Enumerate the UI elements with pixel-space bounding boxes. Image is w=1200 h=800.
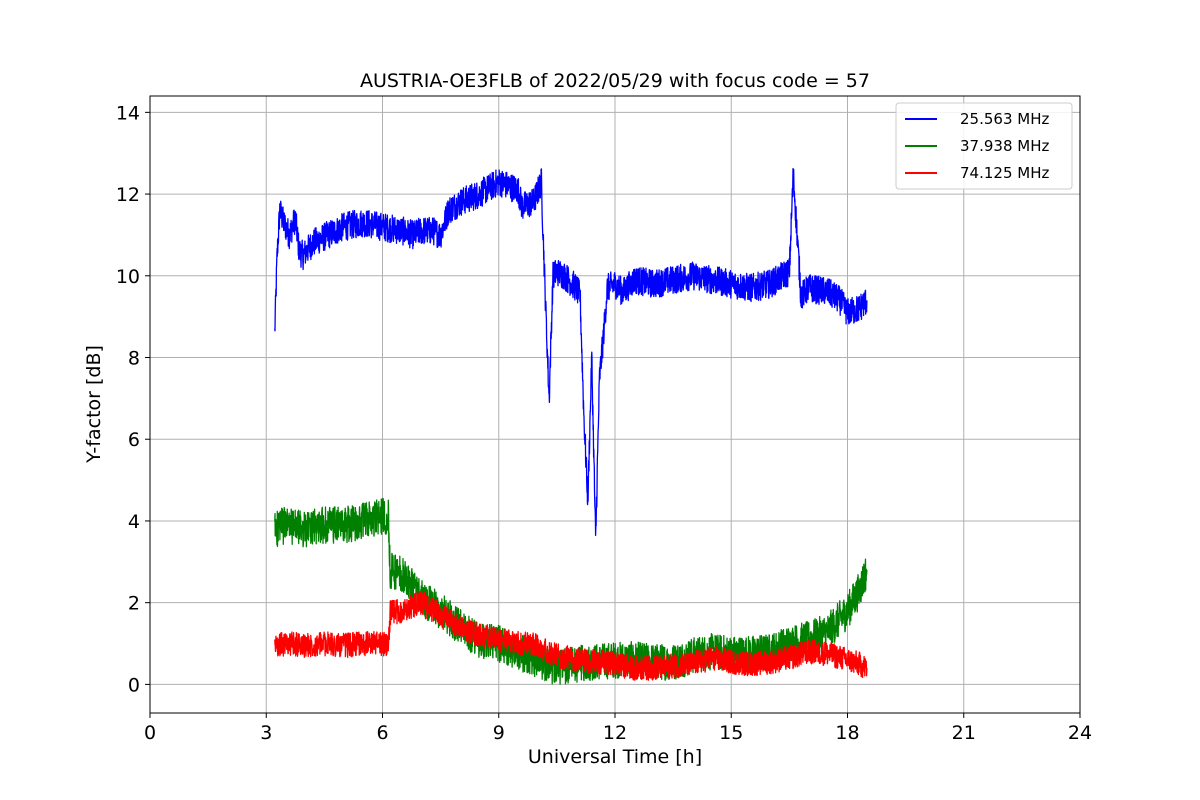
series-layer: [274, 167, 868, 685]
x-tick-label: 9: [493, 722, 505, 744]
x-tick-label: 6: [376, 722, 388, 744]
y-tick-label: 12: [116, 184, 140, 206]
y-tick-label: 8: [128, 348, 140, 370]
legend-label-25-563: 25.563 MHz: [960, 110, 1049, 128]
x-tick-label: 0: [144, 722, 156, 744]
y-tick-label: 6: [128, 429, 140, 451]
series-line-74-125-mhz: [274, 591, 868, 681]
legend-label-74-125: 74.125 MHz: [960, 164, 1049, 182]
chart-title: AUSTRIA-OE3FLB of 2022/05/29 with focus …: [360, 70, 870, 92]
y-tick-label: 4: [128, 511, 140, 533]
legend: 25.563 MHz 37.938 MHz 74.125 MHz: [895, 102, 1073, 190]
x-tick-label: 12: [603, 722, 627, 744]
x-tick-label: 18: [835, 722, 859, 744]
x-axis-label: Universal Time [h]: [528, 746, 702, 768]
legend-box: [895, 102, 1073, 190]
y-tick-label: 0: [128, 674, 140, 696]
y-tick-label: 14: [116, 102, 140, 124]
series-line-25-563-mhz: [274, 167, 868, 537]
x-tick-label: 21: [952, 722, 976, 744]
y-axis-label: Y-factor [dB]: [83, 345, 105, 464]
x-tick-label: 15: [719, 722, 743, 744]
y-tick-label: 2: [128, 593, 140, 615]
x-tick-label: 24: [1068, 722, 1092, 744]
y-tick-label: 10: [116, 266, 140, 288]
x-tick-label: 3: [260, 722, 272, 744]
legend-label-37-938: 37.938 MHz: [960, 137, 1049, 155]
